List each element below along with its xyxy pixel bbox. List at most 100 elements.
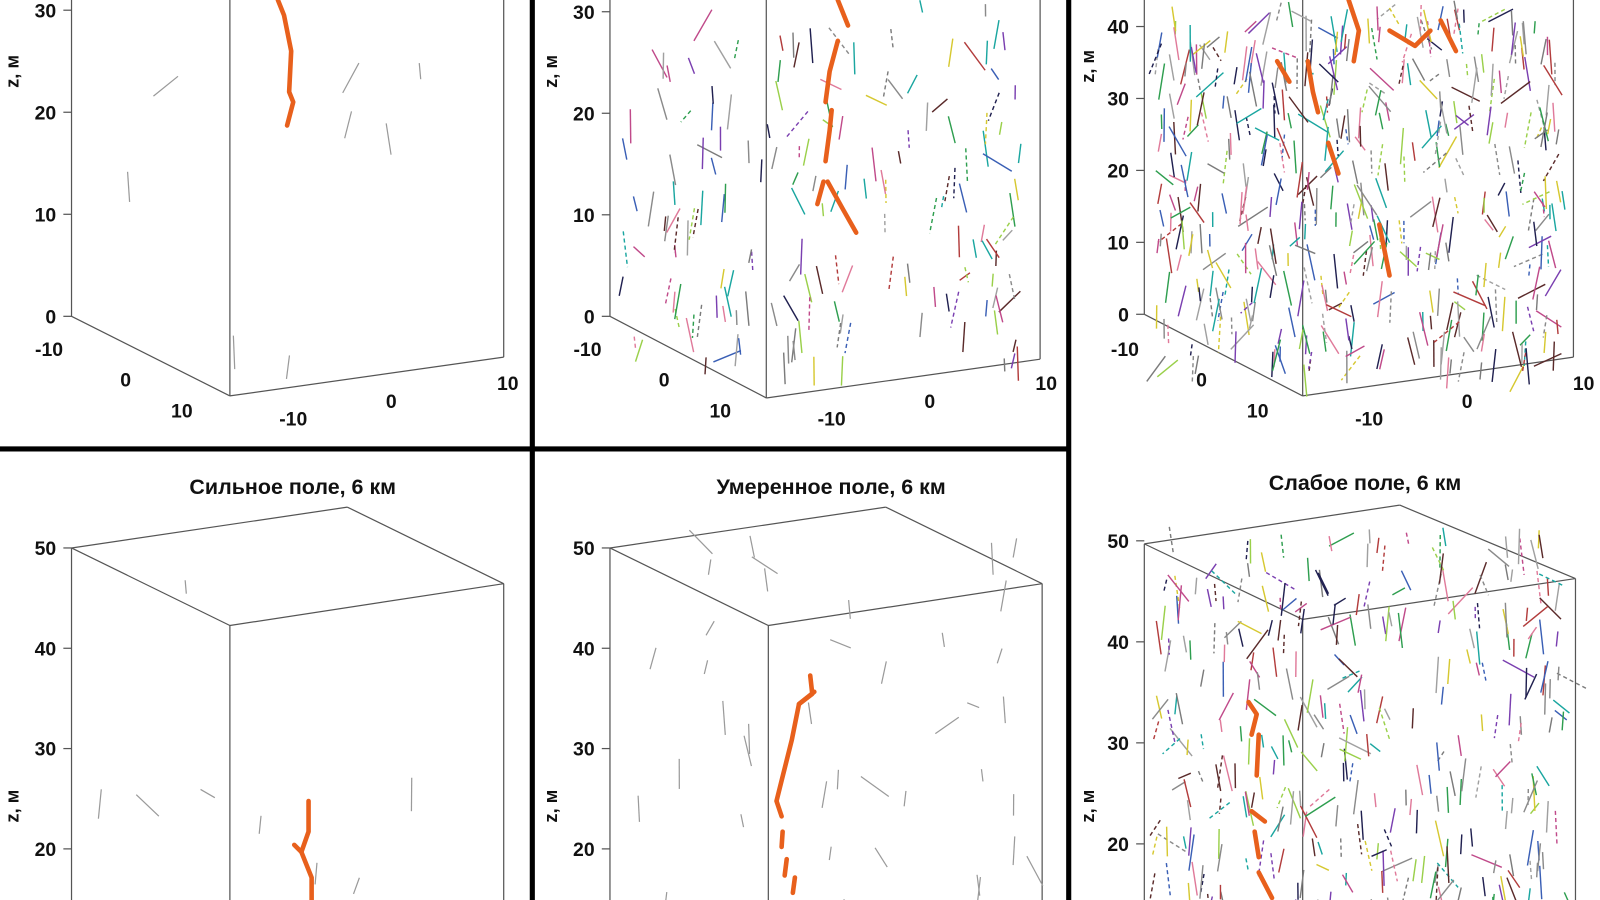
fracture [1167,709,1176,743]
fracture [1337,291,1350,310]
fracture [1540,661,1549,693]
z-tick-label: 40 [1107,632,1129,654]
fracture [1445,319,1453,352]
fracture [1368,82,1386,95]
depth-tick-label: 10 [710,400,732,422]
fracture [1245,790,1255,826]
fracture [1526,830,1535,866]
fracture [833,301,840,322]
fracture [692,208,699,238]
fracture [1524,56,1532,92]
fracture [1221,193,1228,214]
fracture [1522,605,1549,628]
fracture [1146,355,1166,382]
fracture [1168,54,1175,81]
fracture [821,203,825,217]
z-tick-label: 0 [1118,304,1129,326]
fracture [1488,122,1494,144]
fracture [1303,364,1308,397]
fracture [1504,810,1508,830]
fracture [1269,275,1275,299]
front-tick-label: 10 [1035,373,1057,395]
fracture [848,600,851,619]
fracture [1246,563,1251,577]
fracture [1002,696,1006,724]
fracture [836,769,840,790]
fracture [1003,358,1006,372]
fracture [1435,656,1440,694]
fracture [1200,112,1209,142]
fracture [963,41,986,71]
fracture [1234,110,1241,141]
fracture [1180,164,1189,198]
fracture [721,194,726,223]
fracture [990,68,1000,80]
fracture [1536,843,1542,872]
fracture [844,164,848,190]
fracture [1002,229,1013,241]
fracture [1469,628,1475,649]
fracture [1346,203,1353,230]
front-tick-label: 0 [924,391,935,413]
fracture [1271,82,1280,115]
fracture [693,9,713,42]
fracture [1206,36,1220,48]
fracture [962,321,966,353]
fracture [1349,254,1355,275]
fracture [1318,63,1339,83]
fracture [1320,743,1325,758]
fracture [1439,101,1444,117]
fracture [1245,214,1249,231]
fracture [1218,692,1234,721]
fracture [1237,578,1243,603]
fracture [1239,192,1243,225]
fracture [1157,133,1163,152]
fracture [1222,150,1228,185]
depth-tick-label: -10 [35,339,63,361]
fracture [1433,321,1460,343]
fracture [1471,67,1478,103]
fracture [1340,115,1346,139]
fracture [1455,158,1466,178]
fracture [632,196,638,212]
main-fracture [1438,18,1459,54]
fracture [1325,304,1352,318]
fracture [1491,349,1497,382]
fracture [1168,126,1187,157]
fracture [1384,163,1389,191]
fracture [792,340,796,361]
fracture [1283,719,1299,748]
fracture [1168,526,1175,555]
box-edge [766,358,1041,399]
main-fracture [1346,0,1362,64]
fracture [1189,640,1192,660]
front-tick-label: -10 [1355,409,1383,431]
fracture [1504,564,1509,581]
fracture [1298,790,1302,806]
fracture [1531,773,1538,796]
fracture [1330,185,1334,210]
fracture [1437,620,1441,634]
fracture [1156,238,1160,254]
fracture [715,295,718,318]
fracture [1297,704,1303,731]
fracture [1281,597,1297,612]
fracture [1409,798,1413,816]
fracture [1491,27,1495,52]
fracture [980,224,986,243]
fracture [1291,10,1312,22]
fracture [1438,136,1458,169]
fracture [1456,278,1459,294]
fracture [1236,107,1262,125]
z-tick-label: 40 [573,638,595,660]
fracture [750,251,754,273]
depth-tick-label: 10 [171,400,193,422]
fracture [1545,84,1550,116]
fracture [1517,528,1521,565]
fracture [775,80,784,111]
fracture [897,151,902,164]
fracture [1495,761,1511,778]
fracture [1262,80,1265,109]
fracture [1329,891,1332,900]
fracture [710,102,714,131]
